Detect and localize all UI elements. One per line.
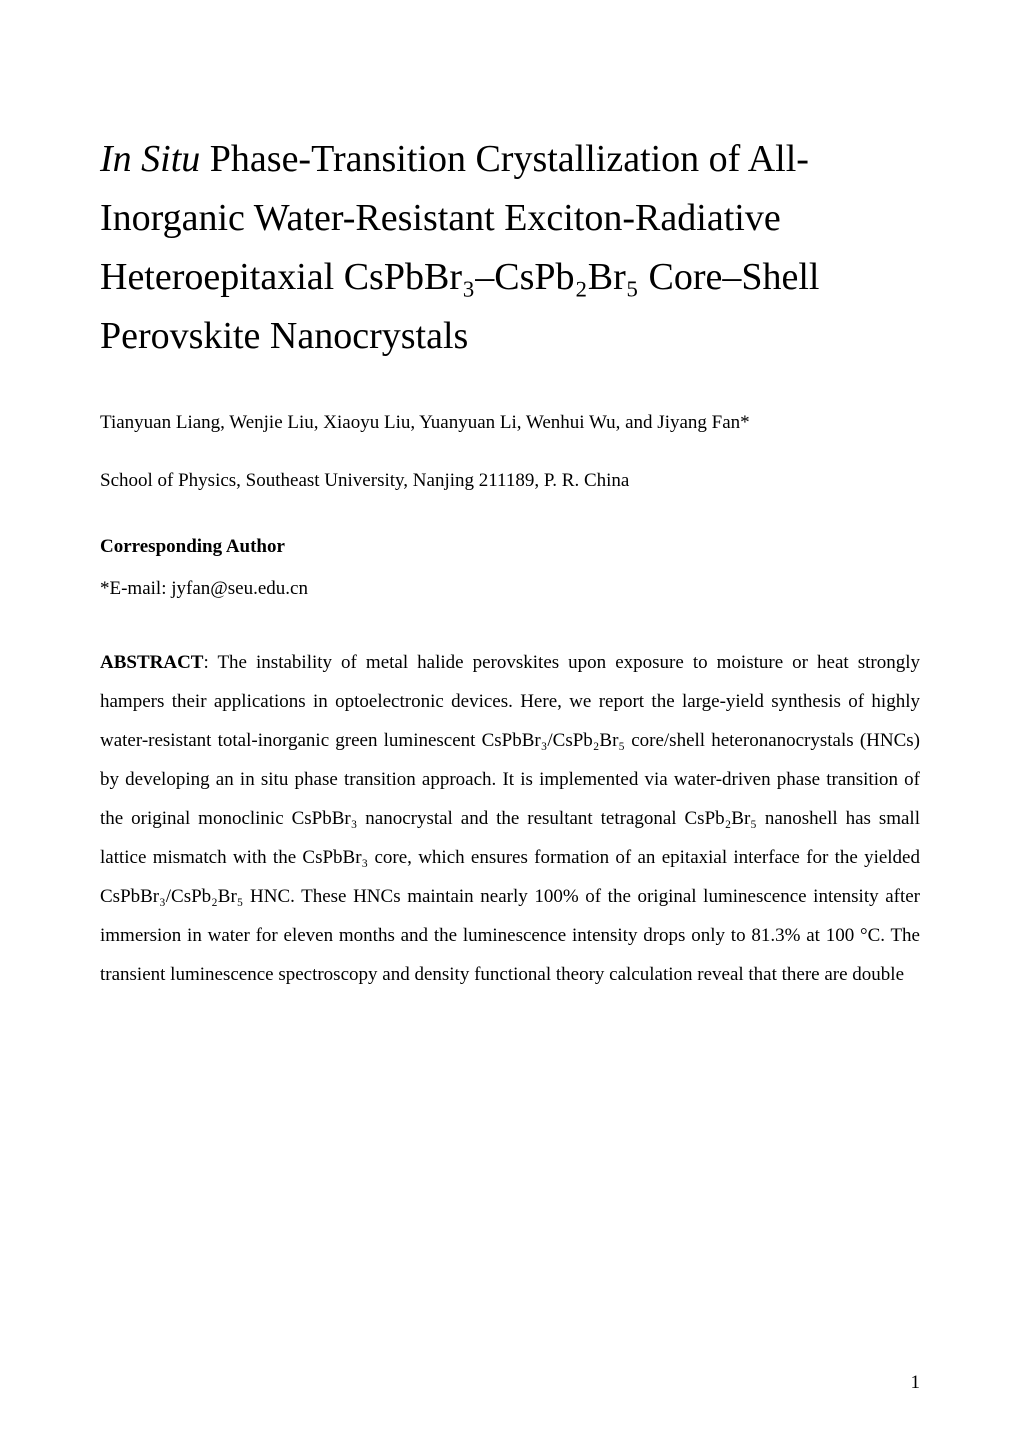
authors-line: Tianyuan Liang, Wenjie Liu, Xiaoyu Liu, … bbox=[100, 408, 920, 438]
title-italic-lead: In Situ bbox=[100, 138, 200, 180]
abstract-label: ABSTRACT bbox=[100, 652, 203, 673]
corresponding-author-heading: Corresponding Author bbox=[100, 536, 920, 558]
corresponding-email: *E-mail: jyfan@seu.edu.cn bbox=[100, 578, 920, 600]
page-number: 1 bbox=[911, 1372, 921, 1394]
title-rest: Phase-Transition Crystallization of All-… bbox=[100, 138, 819, 357]
abstract-paragraph: ABSTRACT: The instability of metal halid… bbox=[100, 644, 920, 994]
abstract-text: : The instability of metal halide perovs… bbox=[100, 652, 920, 985]
affiliation-line: School of Physics, Southeast University,… bbox=[100, 466, 920, 496]
paper-title: In Situ Phase-Transition Crystallization… bbox=[100, 130, 920, 366]
